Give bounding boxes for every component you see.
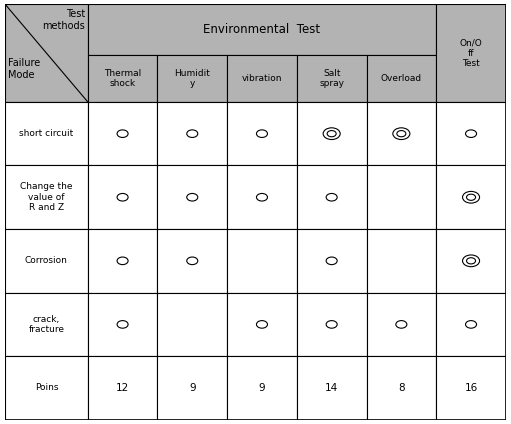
Bar xyxy=(366,55,436,102)
Text: Failure
Mode: Failure Mode xyxy=(8,58,40,80)
Bar xyxy=(436,4,506,102)
Bar xyxy=(5,229,88,293)
Text: Corrosion: Corrosion xyxy=(25,257,68,265)
Bar xyxy=(157,55,227,102)
Bar xyxy=(436,102,506,165)
Text: 16: 16 xyxy=(464,383,478,393)
Text: On/O
ff
Test: On/O ff Test xyxy=(460,38,482,68)
Bar xyxy=(5,4,88,102)
Bar xyxy=(297,165,366,229)
Bar xyxy=(227,102,297,165)
Bar xyxy=(366,102,436,165)
Bar xyxy=(88,356,157,420)
Text: 14: 14 xyxy=(325,383,338,393)
Bar xyxy=(436,229,506,293)
Text: Humidit
y: Humidit y xyxy=(174,69,210,88)
Bar xyxy=(157,102,227,165)
Bar xyxy=(297,356,366,420)
Bar xyxy=(366,293,436,356)
Bar xyxy=(436,293,506,356)
Bar xyxy=(157,229,227,293)
Bar xyxy=(297,55,366,102)
Text: Overload: Overload xyxy=(381,74,422,83)
Bar xyxy=(227,356,297,420)
Text: Salt
spray: Salt spray xyxy=(319,69,344,88)
Bar xyxy=(5,102,88,165)
Bar xyxy=(88,165,157,229)
Text: Thermal
shock: Thermal shock xyxy=(104,69,141,88)
Bar xyxy=(5,293,88,356)
Bar xyxy=(227,293,297,356)
Text: 9: 9 xyxy=(189,383,196,393)
Bar xyxy=(227,55,297,102)
Bar xyxy=(88,293,157,356)
Bar xyxy=(297,102,366,165)
Bar xyxy=(88,55,157,102)
Text: Test
methods: Test methods xyxy=(42,9,85,31)
Bar xyxy=(88,102,157,165)
Bar xyxy=(88,229,157,293)
Bar xyxy=(366,165,436,229)
Text: Environmental  Test: Environmental Test xyxy=(203,23,320,36)
Bar xyxy=(5,165,88,229)
Bar xyxy=(366,229,436,293)
Bar xyxy=(157,293,227,356)
Text: 8: 8 xyxy=(398,383,405,393)
Text: Change the
value of
R and Z: Change the value of R and Z xyxy=(20,182,73,212)
Text: vibration: vibration xyxy=(242,74,282,83)
Text: 9: 9 xyxy=(259,383,265,393)
Bar xyxy=(5,356,88,420)
Text: short circuit: short circuit xyxy=(19,129,74,138)
Bar xyxy=(436,165,506,229)
Bar xyxy=(227,165,297,229)
Bar xyxy=(297,229,366,293)
Text: crack,
fracture: crack, fracture xyxy=(29,315,64,334)
Bar xyxy=(297,293,366,356)
Bar xyxy=(157,356,227,420)
Bar xyxy=(88,4,436,55)
Bar xyxy=(157,165,227,229)
Bar xyxy=(366,356,436,420)
Bar xyxy=(436,356,506,420)
Bar xyxy=(227,229,297,293)
Text: Poins: Poins xyxy=(35,383,58,393)
Text: 12: 12 xyxy=(116,383,129,393)
